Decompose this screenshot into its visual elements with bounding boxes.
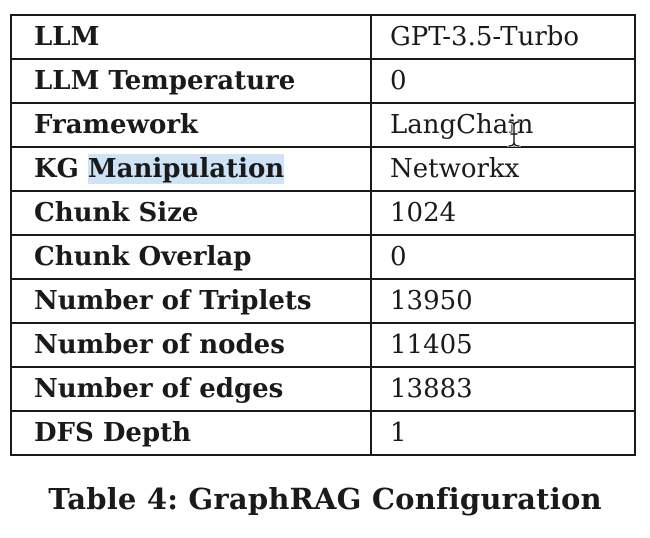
row-key-kg-manipulation[interactable]: KG Manipulation [10, 146, 372, 192]
row-key-chunk-overlap: Chunk Overlap [10, 234, 372, 280]
table-row: Chunk Size 1024 [10, 190, 636, 236]
row-key-number-of-triplets: Number of Triplets [10, 278, 372, 324]
row-value-framework: LangChain [370, 102, 636, 148]
table-row: LLM GPT-3.5-Turbo [10, 14, 636, 60]
selected-text-highlight[interactable]: Manipulation [87, 154, 285, 184]
table-row: Number of nodes 11405 [10, 322, 636, 368]
row-key-llm-temperature: LLM Temperature [10, 58, 372, 104]
row-key-number-of-nodes: Number of nodes [10, 322, 372, 368]
row-value-llm: GPT-3.5-Turbo [370, 14, 636, 60]
row-value-chunk-size: 1024 [370, 190, 636, 236]
row-key-kg-prefix: KG [34, 154, 88, 184]
table-row: Chunk Overlap 0 [10, 234, 636, 280]
row-key-chunk-size: Chunk Size [10, 190, 372, 236]
row-value-chunk-overlap: 0 [370, 234, 636, 280]
table-row: DFS Depth 1 [10, 410, 636, 456]
row-value-kg-manipulation: Networkx [370, 146, 636, 192]
row-value-number-of-edges: 13883 [370, 366, 636, 412]
row-value-llm-temperature: 0 [370, 58, 636, 104]
table-row: LLM Temperature 0 [10, 58, 636, 104]
row-value-number-of-triplets: 13950 [370, 278, 636, 324]
table-row: Framework LangChain [10, 102, 636, 148]
row-key-number-of-edges: Number of edges [10, 366, 372, 412]
row-key-dfs-depth: DFS Depth [10, 410, 372, 456]
row-key-llm: LLM [10, 14, 372, 60]
table-row: Number of Triplets 13950 [10, 278, 636, 324]
table-row: KG Manipulation Networkx [10, 146, 636, 192]
text-cursor-icon [507, 121, 521, 147]
table-caption: Table 4: GraphRAG Configuration [48, 482, 602, 516]
row-value-number-of-nodes: 11405 [370, 322, 636, 368]
row-value-dfs-depth: 1 [370, 410, 636, 456]
row-key-framework: Framework [10, 102, 372, 148]
config-table: LLM GPT-3.5-Turbo LLM Temperature 0 Fram… [10, 14, 636, 456]
table-row: Number of edges 13883 [10, 366, 636, 412]
